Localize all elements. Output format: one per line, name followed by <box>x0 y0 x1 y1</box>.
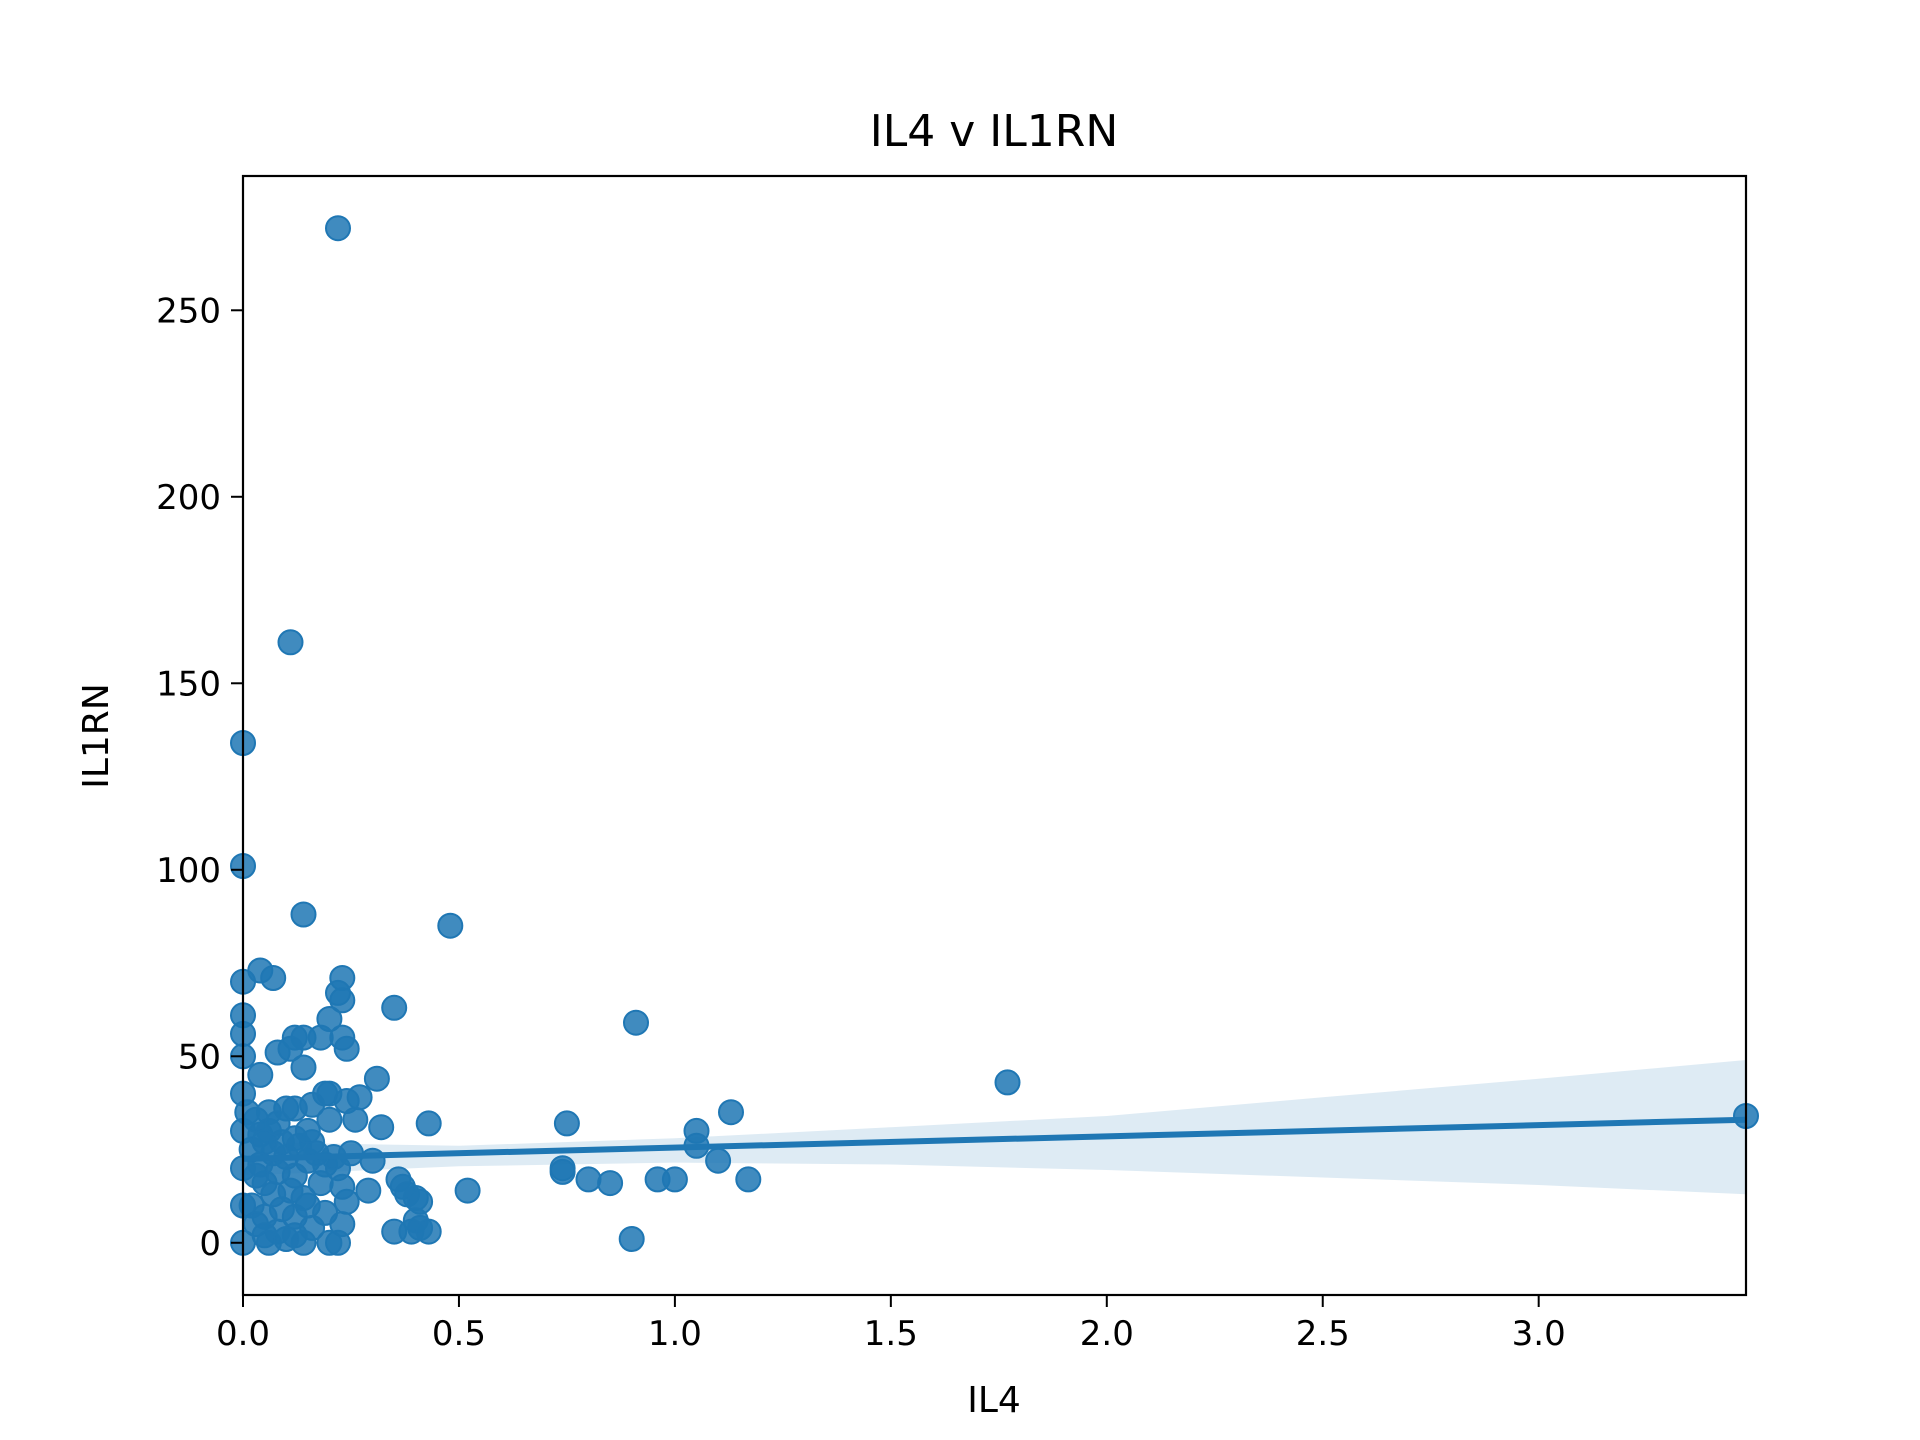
x-axis-label: IL4 <box>967 1380 1021 1421</box>
data-point <box>618 1226 645 1252</box>
data-point <box>454 1177 481 1204</box>
data-point <box>549 1158 576 1185</box>
x-tick-label: 0.0 <box>216 1314 270 1354</box>
regression-line-layer <box>242 1116 1747 1162</box>
x-tick-label: 3.0 <box>1512 1314 1566 1354</box>
data-point <box>290 1185 317 1211</box>
data-point <box>661 1166 688 1193</box>
x-tick-label: 2.5 <box>1296 1314 1350 1354</box>
x-tick-label: 1.0 <box>648 1314 702 1354</box>
data-point <box>307 1170 334 1197</box>
data-point <box>329 987 356 1014</box>
x-tick-label: 2.0 <box>1080 1314 1134 1354</box>
y-axis-ticks: 0 50 100 150 200 250 <box>156 291 243 1264</box>
confidence-band-layer <box>243 1060 1746 1195</box>
y-tick-label: 100 <box>156 851 221 891</box>
data-point <box>437 912 464 939</box>
data-points-layer <box>230 215 1759 1256</box>
data-point <box>342 1106 369 1133</box>
data-point <box>264 1110 291 1137</box>
data-point <box>281 1095 308 1122</box>
data-point <box>718 1099 744 1126</box>
data-point <box>575 1166 602 1193</box>
y-tick-label: 200 <box>156 478 221 518</box>
data-point <box>325 215 351 242</box>
data-point <box>243 1162 269 1189</box>
data-point <box>316 1106 343 1133</box>
data-point <box>260 1181 287 1208</box>
data-point <box>307 1024 334 1051</box>
data-point <box>553 1110 580 1137</box>
data-point <box>290 1054 317 1081</box>
data-point <box>316 1229 343 1256</box>
y-tick-label: 50 <box>178 1037 221 1077</box>
data-point <box>260 965 287 991</box>
y-tick-label: 250 <box>156 291 221 331</box>
y-tick-label: 150 <box>156 664 221 704</box>
data-point <box>994 1069 1021 1096</box>
x-tick-label: 0.5 <box>432 1314 486 1354</box>
y-axis-label: IL1RN <box>76 683 117 789</box>
data-point <box>251 1129 278 1156</box>
data-point <box>247 1061 274 1088</box>
confidence-band <box>243 1060 1746 1195</box>
data-point <box>623 1009 649 1036</box>
data-point <box>333 1035 360 1062</box>
data-point <box>277 629 304 656</box>
y-tick-label: 0 <box>199 1224 221 1264</box>
data-point <box>290 901 317 928</box>
plot-frame <box>241 174 1748 1297</box>
data-point <box>355 1177 382 1204</box>
data-point <box>381 994 408 1021</box>
data-point <box>273 1226 300 1252</box>
data-point <box>294 1117 321 1144</box>
data-point <box>705 1147 732 1174</box>
data-point <box>415 1218 442 1245</box>
data-point <box>415 1110 442 1137</box>
data-point <box>735 1166 762 1193</box>
regression-line <box>242 1116 1747 1162</box>
data-point <box>368 1114 395 1141</box>
data-point <box>597 1170 624 1197</box>
data-point <box>277 1035 304 1062</box>
data-point <box>363 1065 390 1092</box>
data-point <box>329 1173 356 1200</box>
chart-title: IL4 v IL1RN <box>870 106 1118 157</box>
x-tick-label: 1.5 <box>864 1314 918 1354</box>
x-axis-ticks: 0.0 0.5 1.0 1.5 2.0 2.5 3.0 <box>216 1295 1566 1354</box>
